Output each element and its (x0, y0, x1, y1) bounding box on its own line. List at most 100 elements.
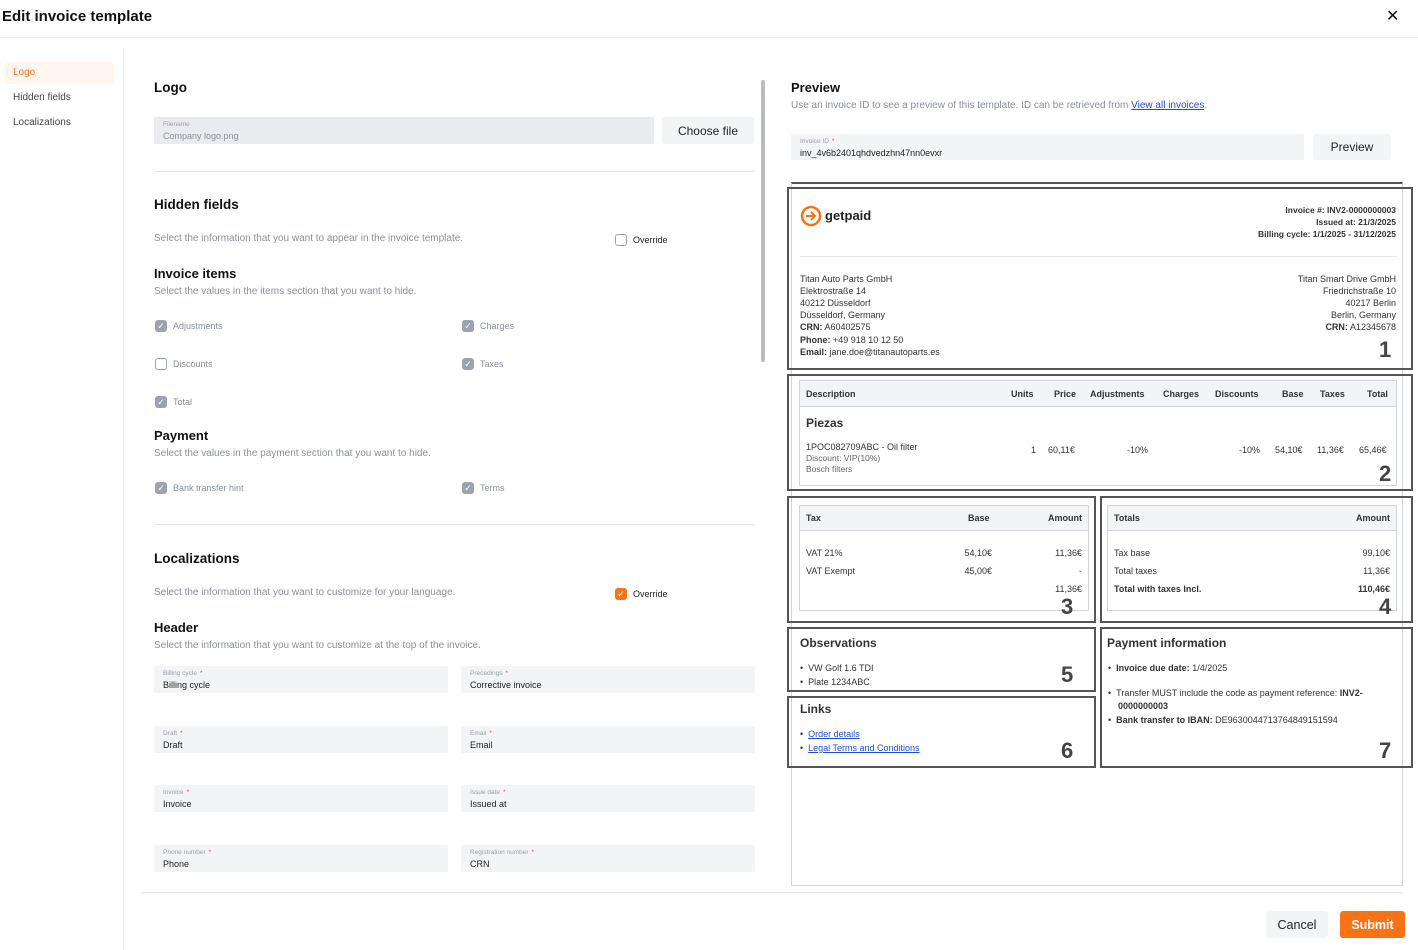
bank-transfer-hint-checkbox[interactable]: ✓ Bank transfer hint (155, 482, 244, 494)
totals-label: Total with taxes Incl. (1114, 584, 1202, 594)
invoice-id-field[interactable]: Invoice ID * inv_4v6b2401qhdvedzhn47nn0evx… (791, 134, 1304, 160)
seller-email: Email: jane.doe@titanautoparts.es (800, 347, 940, 357)
annotation-number: 4 (1379, 594, 1392, 619)
sidebar-item-localizations[interactable]: Localizations (13, 117, 71, 128)
field-value: Phone (163, 859, 190, 869)
payment-heading: Payment (154, 428, 209, 443)
field-label: Draft * (163, 730, 183, 737)
sidebar: Logo Hidden fields Localizations (0, 50, 124, 950)
checkbox-unchecked-icon (155, 358, 167, 370)
field-label: Registration number * (470, 849, 535, 856)
modal-title: Edit invoice template (2, 8, 153, 25)
item-taxes: 11,36€ (1317, 445, 1344, 455)
scrollbar[interactable] (761, 80, 765, 362)
field-value: Corrective invoice (470, 680, 542, 690)
payment-iban: • Bank transfer to IBAN: DE9630044713764… (1108, 715, 1338, 725)
tax-table-header (800, 506, 1088, 531)
item-discount: Discount: VIP(10%) (806, 453, 881, 463)
payment-info-heading: Payment information (1107, 636, 1227, 650)
col-description: Description (806, 389, 856, 399)
footer-divider (141, 892, 1403, 893)
submit-button[interactable]: Submit (1340, 911, 1405, 938)
order-details-link[interactable]: Order details (808, 729, 860, 739)
payment-transfer-code: 0000000003 (1118, 701, 1169, 711)
annotation-box (787, 696, 1096, 768)
check-icon: ✓ (615, 588, 627, 600)
hidden-fields-override-checkbox[interactable]: Override (615, 234, 668, 246)
tax-row-name: VAT Exempt (806, 566, 856, 576)
checkbox-label: Discounts (173, 359, 213, 369)
field-value: Email (470, 740, 493, 750)
checkbox-unchecked-icon (615, 234, 627, 246)
localizations-heading: Localizations (154, 551, 240, 566)
col-total: Total (1367, 389, 1388, 399)
observation-item: • VW Golf 1.6 TDI (800, 663, 874, 673)
divider (154, 524, 755, 525)
col-units: Units (1011, 389, 1034, 399)
draft-field[interactable]: Draft * Draft (154, 726, 448, 753)
totals-table (1107, 505, 1397, 611)
taxes-checkbox[interactable]: ✓ Taxes (462, 358, 504, 370)
observations-heading: Observations (800, 636, 877, 650)
registration-number-field[interactable]: Registration number * CRN (461, 845, 755, 872)
buyer-city: 40217 Berlin (1345, 298, 1396, 308)
brand-name: getpaid (825, 208, 872, 223)
legal-terms-link[interactable]: Legal Terms and Conditions (808, 743, 920, 753)
preview-button[interactable]: Preview (1313, 134, 1391, 160)
filename-field: Filename Company logo.png (154, 117, 654, 144)
field-value: inv_4v6b2401qhdvedzhn47nn0evxr (800, 148, 943, 158)
tax-col-tax: Tax (806, 513, 821, 523)
close-icon[interactable]: ✕ (1386, 8, 1400, 25)
item-total: 65,46€ (1359, 445, 1387, 455)
field-value: Invoice (163, 799, 192, 809)
tax-sum: 11,36€ (1055, 584, 1082, 594)
choose-file-button[interactable]: Choose file (662, 117, 754, 144)
header-heading: Header (154, 620, 199, 635)
phone-number-field[interactable]: Phone number * Phone (154, 845, 448, 872)
field-label: Issue date * (470, 789, 506, 796)
item-units: 1 (1031, 445, 1037, 455)
localizations-override-checkbox[interactable]: ✓ Override (615, 588, 668, 600)
invoice-number: Invoice #: INV2-0000000003 (1285, 205, 1396, 215)
buyer-country: Berlin, Germany (1330, 310, 1396, 320)
adjustments-checkbox[interactable]: ✓ Adjustments (155, 320, 223, 332)
email-field[interactable]: Email * Email (461, 726, 755, 753)
checkbox-label: Taxes (480, 359, 504, 369)
item-price: 60,11€ (1048, 445, 1075, 455)
preview-heading: Preview (791, 80, 841, 95)
cancel-button[interactable]: Cancel (1266, 911, 1328, 938)
checkbox-label: Terms (480, 483, 505, 493)
seller-city: 40212 Düsseldorf (800, 298, 871, 308)
issue-date-field[interactable]: Issue date * Issued at (461, 785, 755, 812)
invoice-field[interactable]: Invoice * Invoice (154, 785, 448, 812)
filename-label: Filename (163, 121, 190, 128)
payment-transfer-hint: • Transfer MUST include the code as paym… (1108, 688, 1363, 698)
sidebar-item-hidden-fields[interactable]: Hidden fields (13, 92, 71, 103)
header-description: Select the information that you want to … (154, 640, 481, 651)
tax-col-base: Base (968, 513, 990, 523)
field-label: Billing cycle * (163, 670, 203, 677)
view-all-invoices-link[interactable]: View all invoices (1131, 100, 1205, 111)
divider (154, 171, 755, 172)
item-base: 54,10€ (1275, 445, 1303, 455)
item-sub: Bosch filters (806, 464, 853, 474)
discounts-checkbox[interactable]: Discounts (155, 358, 213, 370)
totals-value: 99,10€ (1362, 548, 1390, 558)
modal-header: Edit invoice template ✕ (0, 0, 1418, 38)
totals-col-totals: Totals (1114, 513, 1140, 523)
link-item: • Legal Terms and Conditions (800, 743, 920, 753)
sidebar-item-logo[interactable]: Logo (4, 62, 114, 84)
col-adjustments: Adjustments (1090, 389, 1145, 399)
check-icon: ✓ (462, 482, 474, 494)
totals-table-header (1108, 506, 1396, 531)
invoice-preview (791, 182, 1403, 886)
charges-checkbox[interactable]: ✓ Charges (462, 320, 514, 332)
items-table (799, 380, 1397, 486)
precedings-field[interactable]: Precedings * Corrective invoice (461, 666, 755, 693)
annotation-number: 7 (1379, 738, 1392, 763)
terms-checkbox[interactable]: ✓ Terms (462, 482, 505, 494)
seller-country: Düsseldorf, Germany (800, 310, 886, 320)
billing-cycle-field[interactable]: Billing cycle * Billing cycle (154, 666, 448, 693)
field-value: Draft (163, 740, 183, 750)
total-checkbox[interactable]: ✓ Total (155, 396, 192, 408)
